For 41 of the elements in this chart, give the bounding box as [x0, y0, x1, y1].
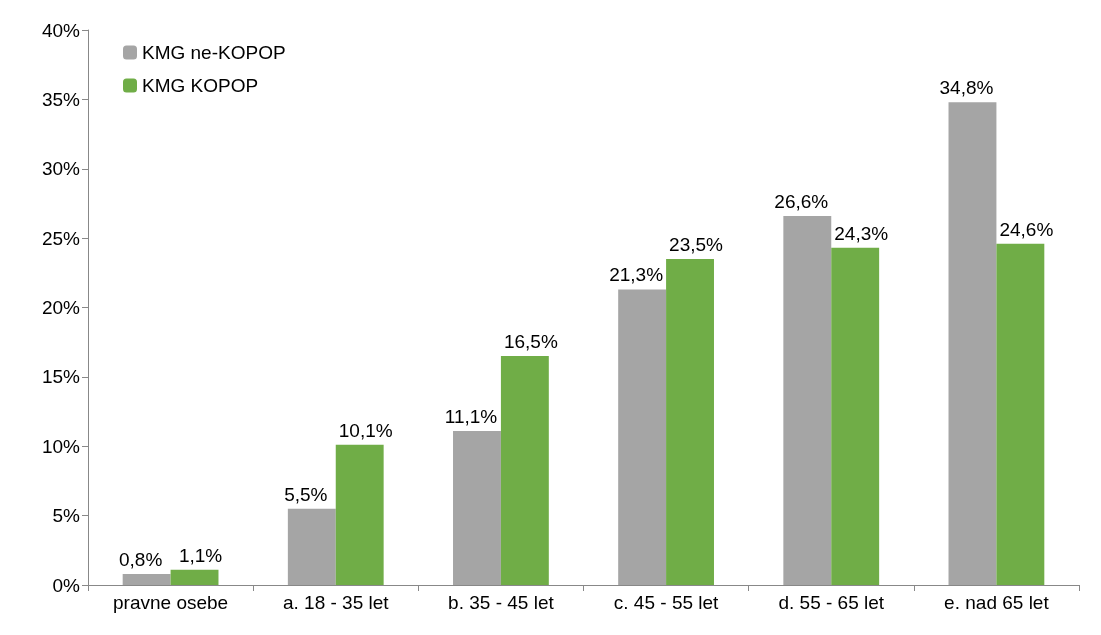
- x-tick-label: pravne osebe: [113, 592, 229, 613]
- x-tick-label: a. 18 - 35 let: [282, 592, 390, 613]
- bar: [783, 215, 832, 585]
- y-tick-label: 0%: [52, 574, 81, 596]
- x-tick-label: d. 55 - 65 let: [778, 592, 885, 613]
- data-label: 21,3%: [609, 264, 664, 286]
- y-tick-label: 10%: [41, 435, 81, 457]
- legend-label: KMG ne-KOPOP: [142, 42, 286, 63]
- bar: [996, 243, 1045, 585]
- bar: [335, 444, 384, 585]
- data-label: 24,6%: [999, 218, 1054, 240]
- y-tick-label: 30%: [41, 158, 81, 180]
- data-label: 0,8%: [118, 548, 163, 570]
- bar: [500, 356, 549, 585]
- bar: [666, 258, 714, 585]
- legend-label: KMG KOPOP: [142, 75, 259, 96]
- y-tick-label: 5%: [52, 505, 81, 527]
- bar: [122, 573, 171, 585]
- data-label: 23,5%: [669, 233, 724, 255]
- bar: [170, 569, 219, 585]
- bar: [831, 247, 880, 585]
- data-label: 16,5%: [503, 331, 558, 353]
- bar: [618, 289, 667, 585]
- data-label: 10,1%: [338, 419, 393, 441]
- data-label: 1,1%: [178, 544, 223, 566]
- x-tick-label: b. 35 - 45 let: [448, 592, 555, 613]
- y-tick-label: 40%: [41, 19, 81, 41]
- x-tick-label: c. 45 - 55 let: [613, 592, 720, 613]
- bar: [453, 430, 501, 585]
- data-label: 34,8%: [939, 77, 994, 99]
- y-tick-label: 15%: [41, 366, 81, 388]
- data-label: 26,6%: [774, 190, 829, 212]
- data-label: 24,3%: [834, 222, 889, 244]
- x-tick-label: e. nad 65 let: [944, 592, 1050, 613]
- bar: [287, 508, 336, 585]
- data-label: 11,1%: [444, 405, 498, 427]
- y-tick-label: 35%: [41, 88, 81, 110]
- bar: [948, 102, 997, 585]
- y-tick-label: 25%: [41, 227, 81, 249]
- y-tick-label: 20%: [41, 297, 81, 318]
- data-label: 5,5%: [284, 483, 328, 505]
